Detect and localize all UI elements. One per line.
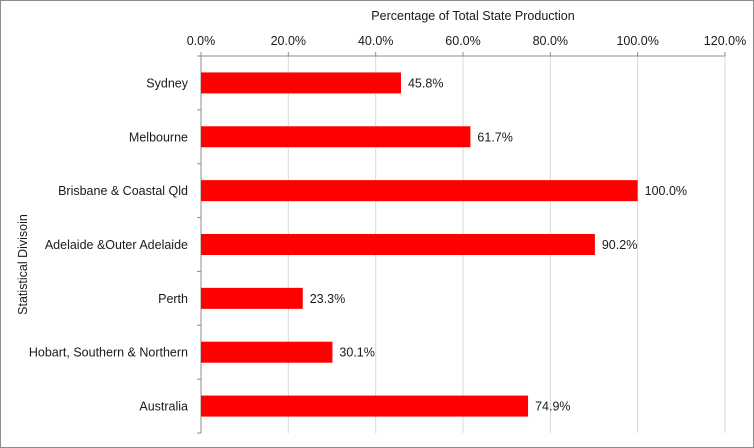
bar bbox=[201, 72, 401, 94]
x-tick-label: 20.0% bbox=[271, 34, 306, 48]
x-tick-label: 0.0% bbox=[187, 34, 216, 48]
category-labels: Sydney Melbourne Brisbane & Coastal Qld Ade… bbox=[29, 76, 189, 413]
x-tick-label: 120.0% bbox=[704, 34, 746, 48]
category-label: Hobart, Southern & Northern bbox=[29, 346, 188, 360]
x-tick-label: 100.0% bbox=[616, 34, 658, 48]
category-label: Australia bbox=[139, 400, 188, 414]
bar bbox=[201, 341, 333, 363]
x-tick-label: 40.0% bbox=[358, 34, 393, 48]
chart-title: Percentage of Total State Production bbox=[371, 9, 574, 23]
data-label: 23.3% bbox=[310, 292, 345, 306]
x-tick-label: 80.0% bbox=[533, 34, 568, 48]
x-axis-ticks: 0.0% 20.0% 40.0% 60.0% 80.0% 100.0% 120.0% bbox=[187, 34, 746, 56]
data-label: 100.0% bbox=[645, 184, 687, 198]
category-label: Perth bbox=[158, 292, 188, 306]
y-axis-title: Statistical Divisoin bbox=[16, 214, 30, 315]
bar bbox=[201, 395, 529, 417]
bar bbox=[201, 180, 638, 202]
category-label: Sydney bbox=[146, 76, 188, 90]
data-label: 61.7% bbox=[477, 130, 512, 144]
category-label: Adelaide &Outer Adelaide bbox=[45, 238, 188, 252]
category-label: Melbourne bbox=[129, 130, 188, 144]
data-label: 90.2% bbox=[602, 238, 637, 252]
bar bbox=[201, 234, 595, 255]
data-label: 74.9% bbox=[535, 400, 570, 414]
data-label: 45.8% bbox=[408, 76, 443, 90]
data-labels: 45.8% 61.7% 100.0% 90.2% 23.3% 30.1% 74.9% bbox=[310, 76, 687, 413]
bars bbox=[201, 72, 638, 417]
data-label: 30.1% bbox=[339, 346, 374, 360]
bar bbox=[201, 126, 471, 148]
category-label: Brisbane & Coastal Qld bbox=[58, 184, 188, 198]
x-tick-label: 60.0% bbox=[445, 34, 480, 48]
bar bbox=[201, 287, 303, 309]
